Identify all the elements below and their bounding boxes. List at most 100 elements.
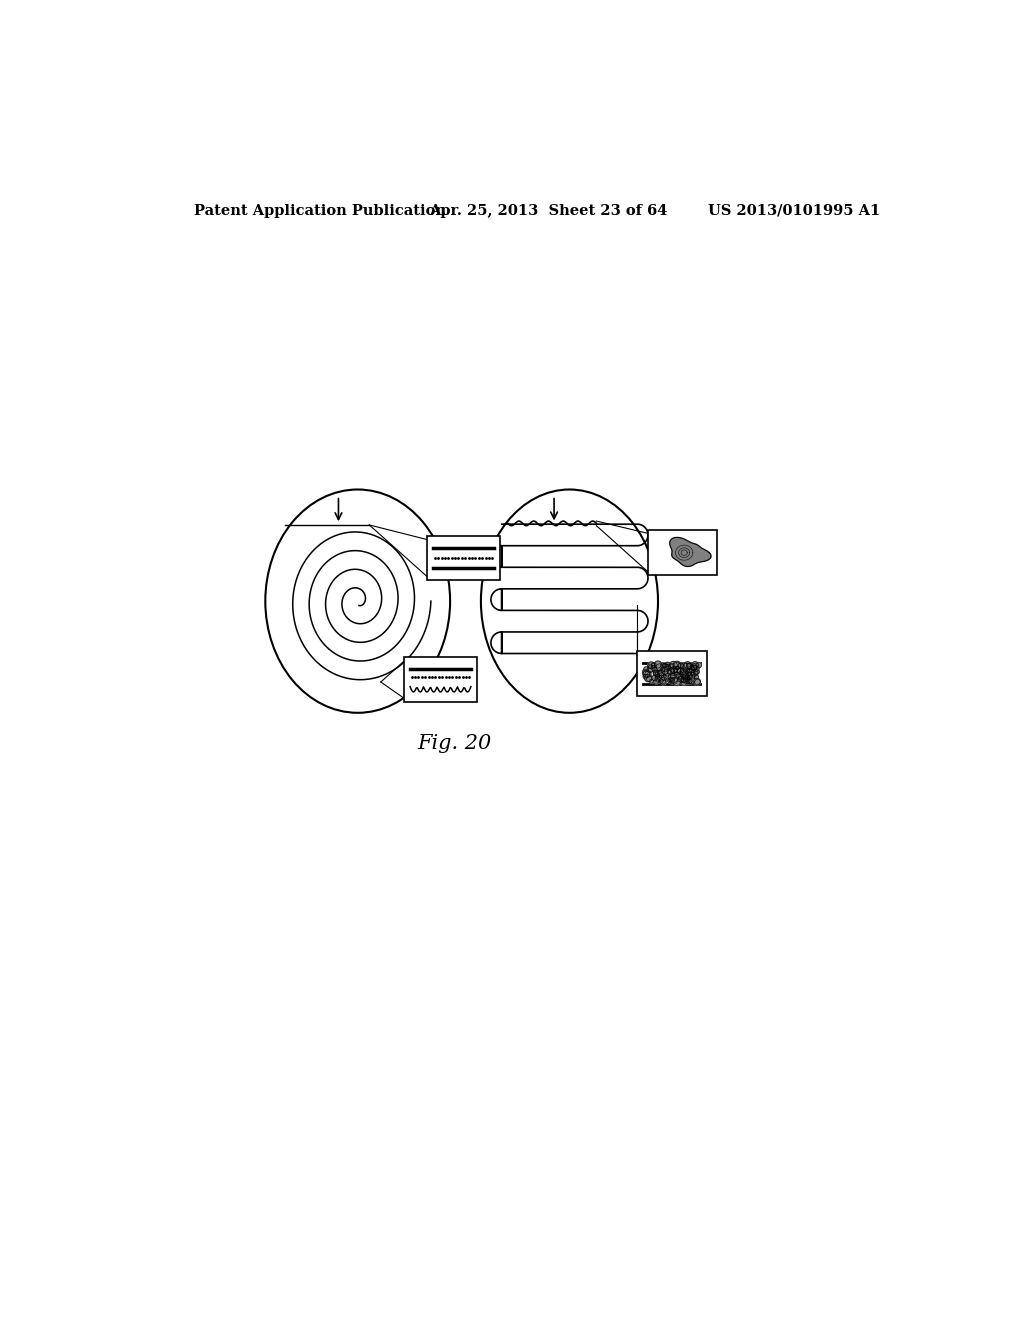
Circle shape: [678, 676, 682, 680]
Circle shape: [687, 663, 693, 669]
Circle shape: [687, 664, 692, 669]
Circle shape: [643, 671, 650, 677]
Circle shape: [654, 661, 662, 668]
Circle shape: [688, 672, 695, 680]
Circle shape: [683, 663, 690, 671]
Circle shape: [679, 663, 684, 668]
Circle shape: [681, 680, 687, 685]
Circle shape: [685, 671, 690, 677]
Circle shape: [651, 663, 655, 668]
Circle shape: [687, 672, 692, 677]
Circle shape: [651, 663, 656, 668]
Circle shape: [693, 678, 700, 685]
Circle shape: [655, 677, 660, 681]
Circle shape: [686, 669, 692, 676]
Circle shape: [687, 680, 692, 684]
Circle shape: [688, 677, 695, 684]
Circle shape: [670, 663, 675, 668]
Circle shape: [666, 663, 670, 667]
Circle shape: [658, 678, 664, 684]
Circle shape: [668, 671, 672, 675]
Circle shape: [644, 675, 652, 682]
Circle shape: [674, 663, 681, 669]
Circle shape: [679, 676, 685, 682]
Circle shape: [693, 671, 697, 675]
Circle shape: [692, 661, 698, 668]
Circle shape: [674, 667, 681, 675]
Circle shape: [691, 665, 696, 671]
Circle shape: [669, 673, 676, 680]
Circle shape: [648, 665, 654, 672]
Circle shape: [663, 663, 667, 668]
Bar: [648, 531, 717, 576]
Circle shape: [682, 671, 689, 678]
Polygon shape: [670, 537, 711, 566]
Circle shape: [686, 663, 690, 667]
Circle shape: [691, 669, 698, 676]
Text: Fig. 20: Fig. 20: [417, 734, 492, 754]
Circle shape: [665, 665, 671, 671]
Circle shape: [684, 677, 690, 684]
Circle shape: [683, 667, 689, 673]
Circle shape: [655, 675, 659, 678]
Circle shape: [683, 673, 688, 680]
Text: Apr. 25, 2013  Sheet 23 of 64: Apr. 25, 2013 Sheet 23 of 64: [429, 203, 668, 218]
Circle shape: [674, 668, 681, 676]
Circle shape: [678, 676, 684, 682]
Circle shape: [695, 669, 699, 675]
Circle shape: [678, 663, 683, 668]
Circle shape: [651, 665, 656, 671]
Circle shape: [677, 672, 683, 678]
Text: US 2013/0101995 A1: US 2013/0101995 A1: [708, 203, 881, 218]
Circle shape: [681, 675, 685, 678]
Circle shape: [643, 675, 647, 678]
Circle shape: [677, 668, 684, 675]
Circle shape: [647, 667, 653, 673]
Circle shape: [691, 672, 695, 676]
Circle shape: [662, 664, 669, 672]
Circle shape: [648, 661, 654, 669]
Circle shape: [655, 676, 660, 682]
Circle shape: [687, 668, 694, 676]
Circle shape: [674, 667, 681, 673]
Circle shape: [662, 668, 669, 675]
Circle shape: [681, 663, 688, 669]
Circle shape: [673, 661, 681, 669]
Circle shape: [655, 671, 659, 675]
Circle shape: [673, 678, 681, 685]
Circle shape: [657, 671, 663, 676]
Circle shape: [686, 673, 692, 680]
Circle shape: [659, 673, 664, 677]
Circle shape: [671, 677, 678, 684]
Circle shape: [664, 669, 671, 676]
Circle shape: [667, 668, 674, 675]
Circle shape: [662, 675, 668, 681]
Circle shape: [659, 677, 666, 684]
Circle shape: [694, 675, 698, 678]
Bar: [403, 657, 477, 702]
Circle shape: [669, 664, 674, 669]
Circle shape: [649, 678, 653, 684]
Circle shape: [658, 669, 665, 676]
Bar: [637, 651, 707, 696]
Circle shape: [666, 664, 671, 669]
Circle shape: [670, 661, 677, 669]
Circle shape: [671, 667, 677, 673]
Circle shape: [648, 664, 652, 668]
Circle shape: [685, 678, 689, 682]
Circle shape: [691, 664, 697, 669]
Circle shape: [653, 678, 658, 684]
Circle shape: [691, 665, 696, 671]
Circle shape: [680, 668, 687, 676]
Circle shape: [670, 678, 675, 684]
Circle shape: [652, 676, 657, 681]
Circle shape: [686, 680, 690, 684]
Circle shape: [670, 677, 675, 682]
Circle shape: [645, 671, 651, 677]
Circle shape: [660, 678, 667, 685]
Circle shape: [660, 663, 665, 668]
Circle shape: [694, 680, 700, 685]
Circle shape: [669, 677, 673, 682]
Circle shape: [681, 676, 687, 682]
Circle shape: [654, 673, 659, 677]
